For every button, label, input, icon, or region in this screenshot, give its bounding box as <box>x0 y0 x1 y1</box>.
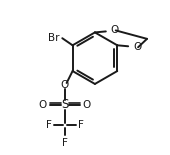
Text: F: F <box>62 138 68 148</box>
Text: Br: Br <box>48 33 59 43</box>
Text: O: O <box>82 100 91 110</box>
Text: F: F <box>78 120 83 130</box>
Text: S: S <box>61 98 68 111</box>
Text: O: O <box>111 25 119 35</box>
Text: O: O <box>133 42 141 52</box>
Text: O: O <box>61 80 69 90</box>
Text: O: O <box>39 100 47 110</box>
Text: F: F <box>46 120 52 130</box>
